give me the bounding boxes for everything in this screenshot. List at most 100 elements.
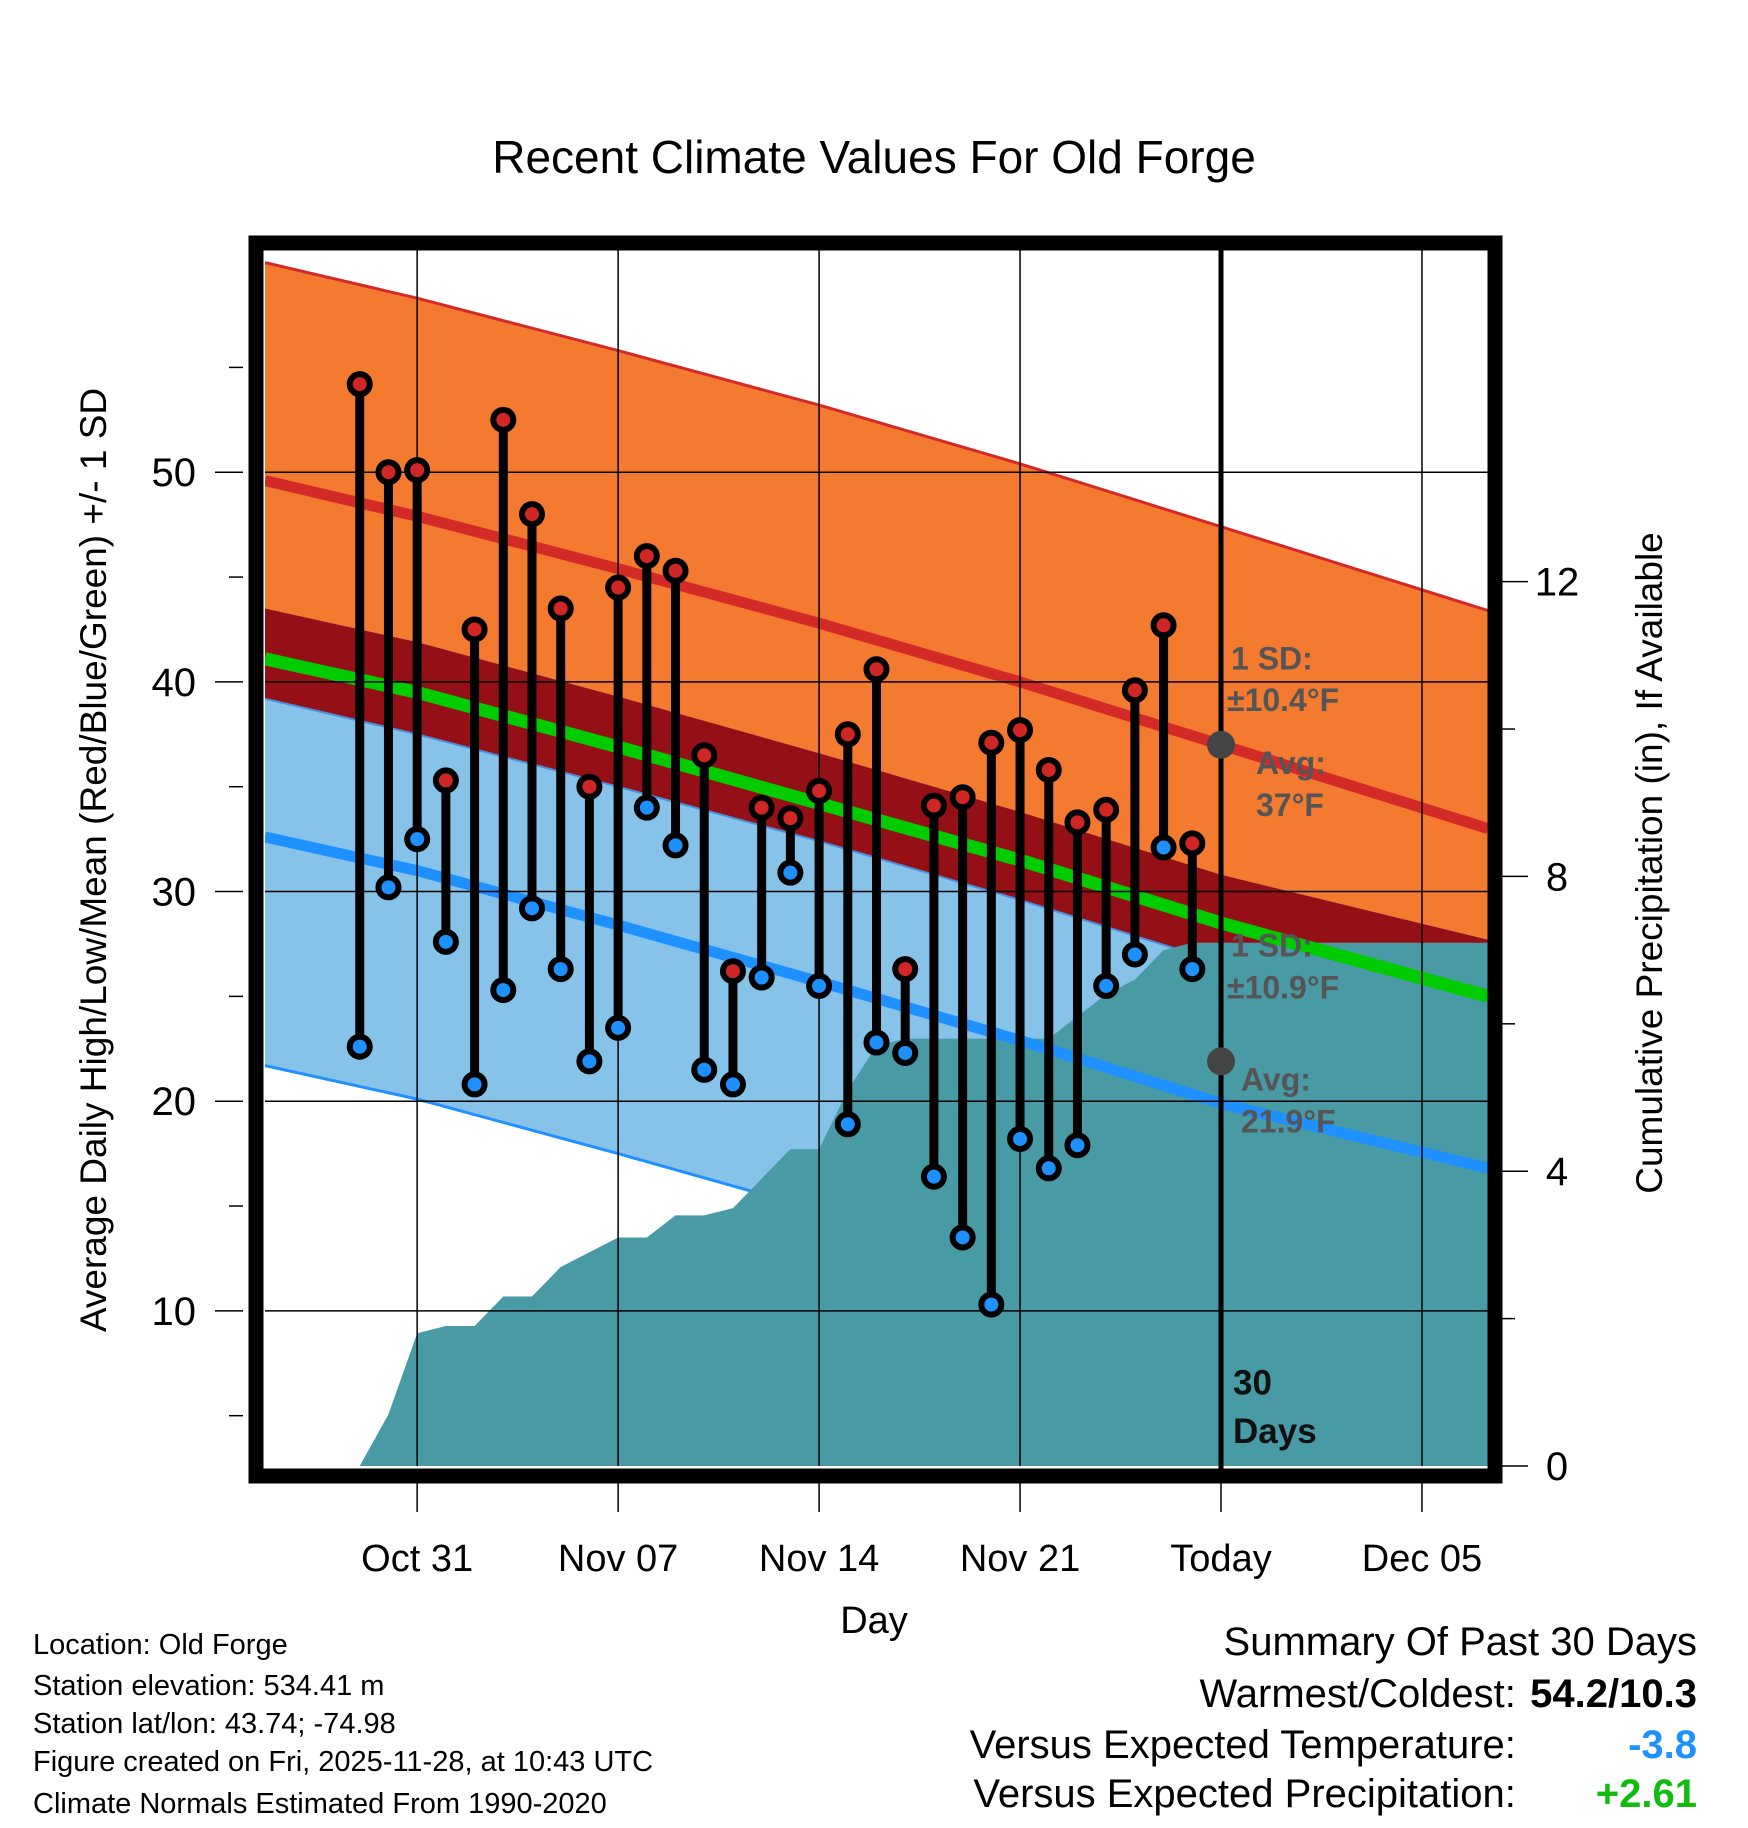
daily-low-point: [1179, 956, 1206, 983]
daily-high-point: [633, 543, 660, 570]
x-tick-label: Nov 21: [960, 1538, 1080, 1580]
daily-high-point: [346, 371, 373, 398]
high-avg-today-marker: [1207, 730, 1236, 759]
daily-low-point: [547, 956, 574, 983]
y2-tick-label: 0: [1546, 1445, 1568, 1489]
x-axis-label: Day: [840, 1600, 908, 1642]
summary-title-text: Summary Of Past 30 Days: [1223, 1620, 1697, 1664]
daily-low-point: [605, 1014, 632, 1041]
warm-cold-value: 54.2/10.3: [1530, 1672, 1697, 1716]
daily-high-point: [1121, 677, 1148, 704]
daily-high-point: [834, 721, 861, 748]
daily-low-point: [719, 1071, 746, 1098]
daily-low-point: [806, 972, 833, 999]
daily-high-point: [1179, 830, 1206, 857]
y2-tick-label: 4: [1546, 1150, 1568, 1194]
daily-low-point: [461, 1071, 488, 1098]
y-tick-label: 40: [152, 661, 197, 705]
y-tick-label: 10: [152, 1290, 197, 1334]
daily-high-point: [920, 792, 947, 819]
y-tick-label: 20: [152, 1080, 197, 1124]
daily-high-point: [1064, 809, 1091, 836]
daily-high-point: [375, 459, 402, 486]
y2-axis-label: Cumulative Precipitation (in), If Availa…: [1629, 532, 1670, 1194]
high-avg-label: Avg:: [1256, 745, 1326, 781]
daily-low-point: [404, 826, 431, 853]
daily-high-point: [547, 595, 574, 622]
low-sd-label: 1 SD:: [1231, 928, 1313, 964]
high-avg-value: 37°F: [1256, 787, 1324, 823]
daily-high-point: [432, 767, 459, 794]
footer-location: Location: Old Forge: [33, 1629, 288, 1661]
daily-high-point: [605, 574, 632, 601]
daily-high-point: [949, 784, 976, 811]
daily-low-point: [346, 1033, 373, 1060]
daily-low-point: [748, 964, 775, 991]
daily-low-point: [633, 794, 660, 821]
summary-warm-cold: Warmest/Coldest: 54.2/10.3: [1200, 1672, 1698, 1717]
plot-frame: [248, 235, 1503, 1484]
daily-high-point: [490, 406, 517, 433]
daily-low-point: [662, 832, 689, 859]
daily-high-point: [1150, 612, 1177, 639]
x-tick-label: Today: [1170, 1538, 1271, 1580]
daily-low-point: [1150, 834, 1177, 861]
precip-label: Versus Expected Precipitation:: [973, 1772, 1516, 1816]
daily-low-point: [432, 928, 459, 955]
y-tick-label: 50: [152, 451, 197, 495]
daily-high-point: [748, 794, 775, 821]
daily-low-point: [863, 1029, 890, 1056]
low-avg-label: Avg:: [1241, 1062, 1311, 1098]
daily-high-point: [863, 656, 890, 683]
daily-low-point: [1007, 1125, 1034, 1152]
daily-low-point: [1093, 972, 1120, 999]
daily-high-point: [806, 777, 833, 804]
daily-low-point: [834, 1111, 861, 1138]
daily-high-point: [1093, 796, 1120, 823]
y2-tick-label: 12: [1535, 561, 1580, 605]
daily-low-point: [978, 1291, 1005, 1318]
summary-title: Summary Of Past 30 Days: [1224, 1620, 1697, 1665]
low-sd-value: ±10.9°F: [1227, 969, 1339, 1005]
daily-high-point: [1007, 717, 1034, 744]
days-label-2: Days: [1233, 1412, 1317, 1451]
summary-precip: Versus Expected Precipitation: +2.61: [973, 1772, 1697, 1817]
x-tick-label: Nov 14: [759, 1538, 879, 1580]
y-axis-label: Average Daily High/Low/Mean (Red/Blue/Gr…: [73, 388, 114, 1332]
precip-area: [359, 942, 1488, 1466]
daily-low-point: [375, 874, 402, 901]
footer-normals: Climate Normals Estimated From 1990-2020: [33, 1788, 607, 1820]
daily-high-point: [978, 729, 1005, 756]
x-tick-label: Dec 05: [1362, 1538, 1482, 1580]
daily-high-point: [892, 956, 919, 983]
chart-title: Recent Climate Values For Old Forge: [492, 131, 1256, 183]
daily-low-point: [518, 895, 545, 922]
daily-low-point: [920, 1163, 947, 1190]
daily-high-point: [662, 557, 689, 584]
low-avg-value: 21.9°F: [1241, 1104, 1336, 1140]
footer-latlon: Station lat/lon: 43.74; -74.98: [33, 1708, 396, 1740]
y2-tick-label: 8: [1546, 855, 1568, 899]
daily-low-point: [691, 1056, 718, 1083]
daily-low-point: [1035, 1155, 1062, 1182]
days-label-1: 30: [1233, 1364, 1272, 1403]
daily-low-point: [1121, 941, 1148, 968]
daily-low-point: [1064, 1132, 1091, 1159]
temp-label: Versus Expected Temperature:: [969, 1723, 1516, 1767]
warm-cold-label: Warmest/Coldest:: [1199, 1672, 1516, 1716]
daily-high-point: [404, 457, 431, 484]
x-tick-label: Nov 07: [558, 1538, 678, 1580]
footer-elevation: Station elevation: 534.41 m: [33, 1670, 385, 1702]
daily-low-point: [490, 977, 517, 1004]
daily-low-point: [949, 1224, 976, 1251]
y-tick-label: 30: [152, 871, 197, 915]
precip-value: +2.61: [1595, 1772, 1697, 1816]
daily-high-point: [461, 616, 488, 643]
daily-high-point: [719, 958, 746, 985]
daily-high-point: [518, 501, 545, 528]
daily-high-point: [576, 773, 603, 800]
high-sd-value: ±10.4°F: [1227, 682, 1339, 718]
summary-temp: Versus Expected Temperature: -3.8: [970, 1723, 1697, 1768]
high-sd-label: 1 SD:: [1231, 640, 1313, 676]
